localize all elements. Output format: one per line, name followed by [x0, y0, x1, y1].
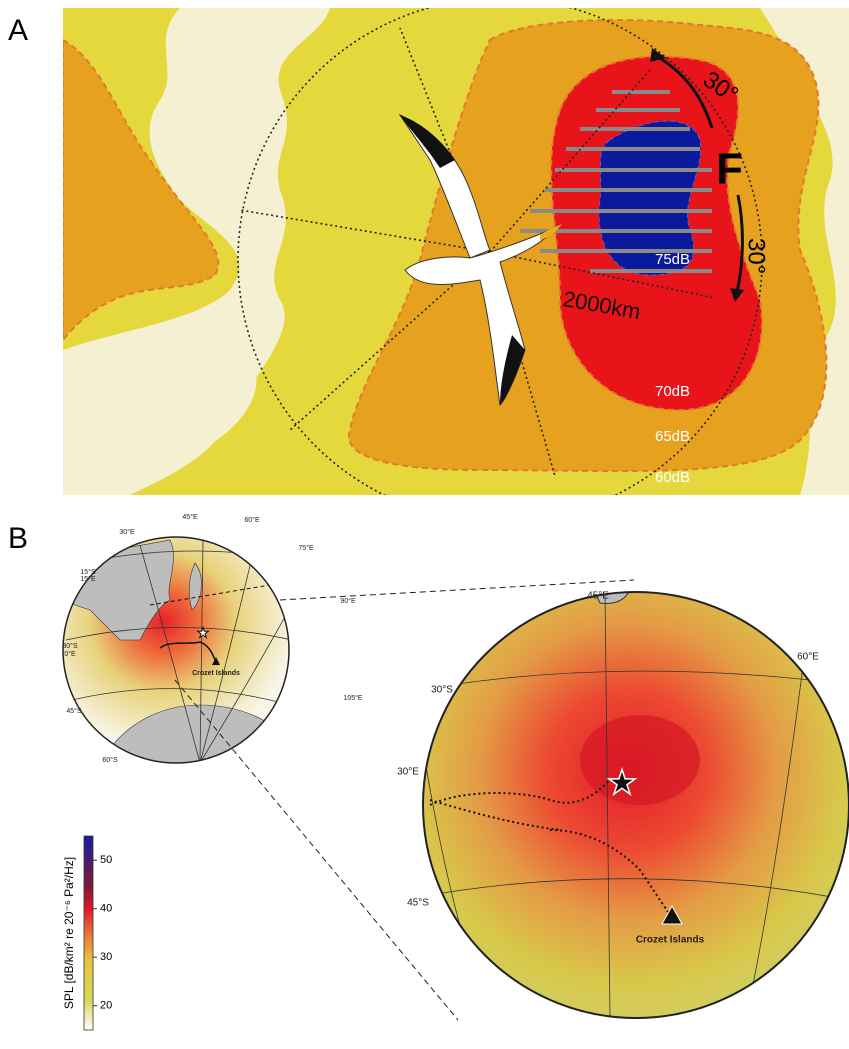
contour-label: 60dB — [655, 469, 690, 486]
svg-text:★: ★ — [607, 764, 637, 802]
figure: A 30° — [0, 0, 849, 1049]
colorbar-label: SPL [dB/km² re 20⁻⁶ Pa²/Hz] — [62, 857, 76, 1009]
colorbar-tick-label: 40 — [100, 903, 112, 915]
grid-label: 45°S — [66, 707, 82, 715]
grid-label: 15°S — [80, 568, 96, 576]
angle-label: 30° — [743, 238, 770, 274]
colorbar-tick-label: 20 — [100, 1000, 112, 1012]
contour-label: 75dB — [655, 251, 690, 268]
grid-label: 45°E — [587, 591, 609, 602]
grid-label: 0°E — [64, 650, 76, 658]
panel-label: A — [8, 14, 28, 47]
grid-label: 15°E — [80, 575, 96, 583]
site-label: Crozet Islands — [192, 670, 240, 677]
svg-text:★: ★ — [197, 625, 210, 641]
grid-label: 30°E — [397, 767, 419, 778]
grid-label: 45°S — [407, 898, 429, 909]
grid-label: 105°E — [343, 694, 362, 702]
colorbar — [84, 836, 93, 1030]
colorbar-tick-label: 50 — [100, 854, 112, 866]
contour-label: 70dB — [655, 383, 690, 400]
site-label: Crozet Islands — [636, 935, 705, 946]
grid-label: 90°E — [340, 597, 356, 605]
grid-label: 30°S — [62, 642, 78, 650]
contour-label: 65dB — [655, 428, 690, 445]
panel-label: B — [8, 522, 28, 555]
colorbar-tick-label: 30 — [100, 951, 112, 963]
grid-label: 45°E — [182, 513, 198, 521]
grid-label: 30°S — [431, 685, 453, 696]
grid-label: 60°E — [244, 516, 260, 524]
grid-label: 60°E — [797, 652, 819, 663]
grid-label: 60°S — [102, 756, 118, 764]
grid-label: 75°E — [298, 544, 314, 552]
direction-label: F — [716, 145, 743, 194]
grid-label: 30°E — [119, 528, 135, 536]
